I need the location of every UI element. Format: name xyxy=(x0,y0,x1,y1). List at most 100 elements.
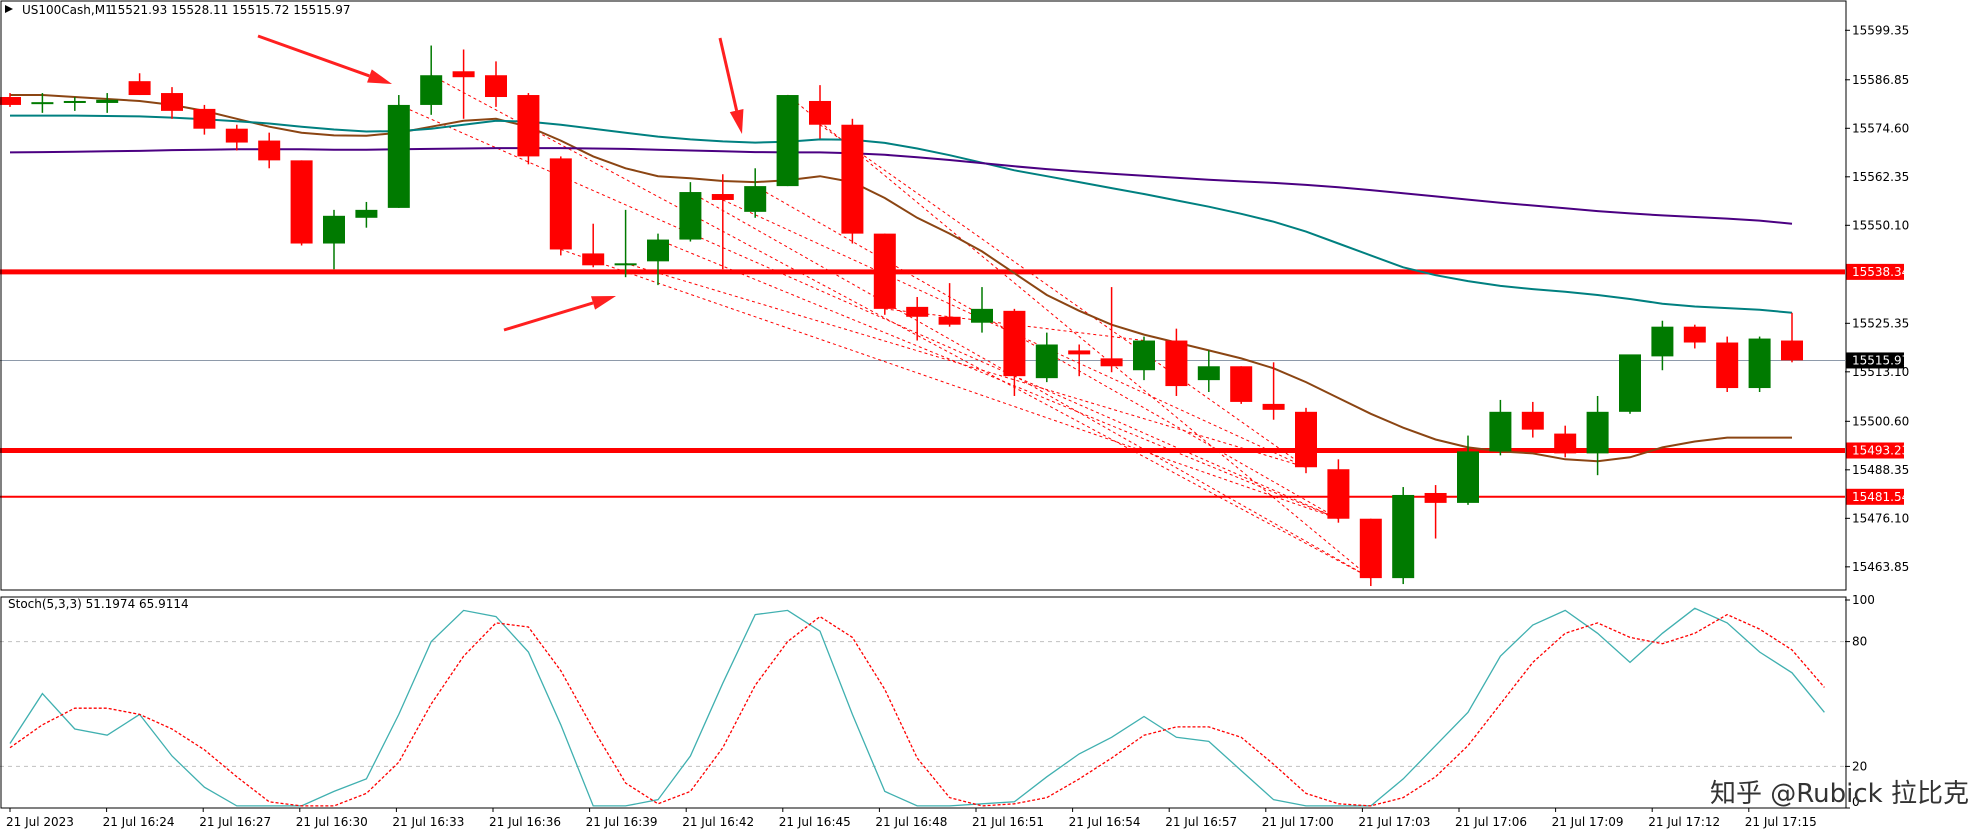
current-price-tag xyxy=(1846,352,1904,369)
candle[interactable] xyxy=(582,223,605,268)
candle[interactable] xyxy=(841,118,864,244)
candle[interactable] xyxy=(614,209,637,278)
stoch-signal-line xyxy=(9,613,1825,807)
candle-body xyxy=(517,95,540,157)
candle[interactable] xyxy=(1554,425,1577,458)
candle[interactable] xyxy=(128,73,151,96)
trade-line xyxy=(754,185,1339,520)
candle-body xyxy=(258,140,281,161)
candle[interactable] xyxy=(1586,395,1609,476)
candle[interactable] xyxy=(0,93,21,107)
time-tick-label: 21 Jul 17:09 xyxy=(1552,815,1624,829)
candle-body xyxy=(1586,411,1609,454)
level-price-tag xyxy=(1846,442,1904,459)
candle[interactable] xyxy=(938,283,961,327)
time-tick-label: 21 Jul 16:30 xyxy=(296,815,368,829)
candle[interactable] xyxy=(323,209,345,270)
candle[interactable] xyxy=(452,49,475,119)
time-tick-label: 21 Jul 16:51 xyxy=(972,815,1044,829)
candle[interactable] xyxy=(96,93,119,113)
candle[interactable] xyxy=(1683,324,1706,349)
candle[interactable] xyxy=(355,201,378,228)
candle[interactable] xyxy=(1100,287,1123,373)
time-axis: 21 Jul 2023 21 Jul 16:24 21 Jul 16:27 21 Ju… xyxy=(6,808,1817,829)
candle[interactable] xyxy=(647,233,669,286)
candle[interactable] xyxy=(1781,312,1803,363)
candle[interactable] xyxy=(776,95,799,187)
candle[interactable] xyxy=(1327,459,1350,523)
candle[interactable] xyxy=(161,87,183,119)
candle[interactable] xyxy=(225,124,248,151)
ma-slow-line xyxy=(9,147,1793,225)
candle-body xyxy=(323,215,345,244)
price-tick-label: 15599.35 xyxy=(1852,23,1909,37)
candle[interactable] xyxy=(1748,336,1771,393)
candle[interactable] xyxy=(1003,308,1026,396)
candle[interactable] xyxy=(290,160,313,246)
candle[interactable] xyxy=(1133,336,1155,381)
arrow-shaft xyxy=(718,37,739,111)
trade-line xyxy=(560,248,1339,520)
candle[interactable] xyxy=(711,174,734,270)
candle[interactable] xyxy=(1392,487,1415,585)
candle[interactable] xyxy=(549,156,572,256)
candle[interactable] xyxy=(809,85,831,139)
candle-body xyxy=(387,104,410,208)
candle[interactable] xyxy=(517,93,540,165)
ma-mid-line xyxy=(10,114,1793,314)
horizontal-levels[interactable]: 15538.34 15493.23 15481.54 15515.97 xyxy=(0,263,1909,505)
candle[interactable] xyxy=(873,233,896,315)
candle[interactable] xyxy=(1035,332,1058,383)
candle[interactable] xyxy=(31,93,54,113)
candle[interactable] xyxy=(1457,435,1479,505)
candle-body xyxy=(1457,451,1479,503)
candle[interactable] xyxy=(63,97,86,111)
arrow-shaft xyxy=(257,34,370,78)
chart-ohlc: 15521.93 15528.11 15515.72 15515.97 xyxy=(110,3,350,17)
candle[interactable] xyxy=(485,61,507,107)
candle[interactable] xyxy=(1651,320,1674,371)
price-tick-label: 15463.85 xyxy=(1852,560,1909,574)
candle[interactable] xyxy=(1716,336,1739,393)
candle[interactable] xyxy=(1521,401,1544,438)
price-tick-label: 15586.85 xyxy=(1852,73,1909,87)
time-tick-label: 21 Jul 16:57 xyxy=(1165,815,1237,829)
candle[interactable] xyxy=(1197,350,1220,393)
candle-body xyxy=(711,194,734,200)
candle[interactable] xyxy=(1489,399,1512,456)
candle[interactable] xyxy=(1262,362,1285,420)
candle[interactable] xyxy=(1295,407,1317,474)
stoch-pane[interactable]: 100 80 20 0 Stoch(5,3,3) 51.1974 65.9114 xyxy=(0,593,1875,809)
candle[interactable] xyxy=(193,104,216,135)
candle-body xyxy=(1359,518,1382,579)
candle[interactable] xyxy=(1068,344,1091,377)
candle[interactable] xyxy=(420,45,443,115)
candle[interactable] xyxy=(387,95,410,208)
time-tick-label: 21 Jul 2023 xyxy=(6,815,74,829)
candle[interactable] xyxy=(258,132,281,169)
candle[interactable] xyxy=(1359,518,1382,587)
chart-frame xyxy=(0,0,1847,809)
candle[interactable] xyxy=(1165,328,1188,396)
price-tick-label: 15525.35 xyxy=(1852,316,1909,330)
candle-body xyxy=(1619,354,1641,412)
header-marker-icon xyxy=(5,5,13,13)
trade-line xyxy=(430,74,1372,579)
price-pane[interactable]: 15538.34 15493.23 15481.54 15515.97 15599.3… xyxy=(0,3,1909,587)
level-price-tag xyxy=(1846,263,1904,280)
candle-body xyxy=(290,160,313,244)
candle[interactable] xyxy=(744,168,767,218)
candle-body xyxy=(485,75,507,98)
candle[interactable] xyxy=(1230,366,1253,404)
stoch-levels xyxy=(0,641,1845,767)
candle[interactable] xyxy=(1619,354,1641,414)
candle[interactable] xyxy=(906,296,929,341)
arrow-shaft xyxy=(503,301,594,332)
candle[interactable] xyxy=(971,287,993,333)
candle-body xyxy=(193,108,216,129)
candle[interactable] xyxy=(1424,485,1447,539)
candle[interactable] xyxy=(679,182,702,242)
candle-body xyxy=(1521,411,1544,430)
candles[interactable] xyxy=(0,45,1803,587)
